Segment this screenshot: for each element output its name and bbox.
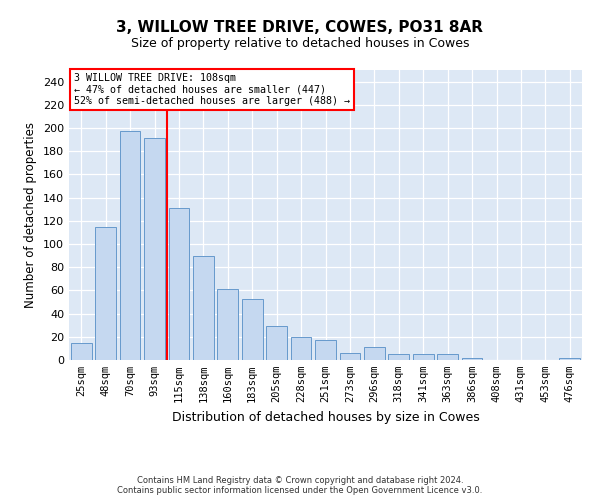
Bar	[95, 226, 116, 360]
Bar	[193, 256, 214, 360]
X-axis label: Distribution of detached houses by size in Cowes: Distribution of detached houses by size …	[172, 410, 479, 424]
Bar	[340, 353, 361, 360]
Text: Contains HM Land Registry data © Crown copyright and database right 2024.
Contai: Contains HM Land Registry data © Crown c…	[118, 476, 482, 495]
Bar	[217, 289, 238, 360]
Bar	[315, 340, 336, 360]
Bar	[437, 354, 458, 360]
Bar	[461, 358, 482, 360]
Bar	[242, 298, 263, 360]
Bar	[364, 347, 385, 360]
Bar	[388, 354, 409, 360]
Bar	[169, 208, 190, 360]
Bar	[413, 354, 434, 360]
Y-axis label: Number of detached properties: Number of detached properties	[25, 122, 37, 308]
Text: 3, WILLOW TREE DRIVE, COWES, PO31 8AR: 3, WILLOW TREE DRIVE, COWES, PO31 8AR	[116, 20, 484, 35]
Bar	[559, 358, 580, 360]
Bar	[119, 132, 140, 360]
Bar	[71, 342, 92, 360]
Bar	[266, 326, 287, 360]
Bar	[290, 337, 311, 360]
Bar	[144, 138, 165, 360]
Text: Size of property relative to detached houses in Cowes: Size of property relative to detached ho…	[131, 38, 469, 51]
Text: 3 WILLOW TREE DRIVE: 108sqm
← 47% of detached houses are smaller (447)
52% of se: 3 WILLOW TREE DRIVE: 108sqm ← 47% of det…	[74, 73, 350, 106]
